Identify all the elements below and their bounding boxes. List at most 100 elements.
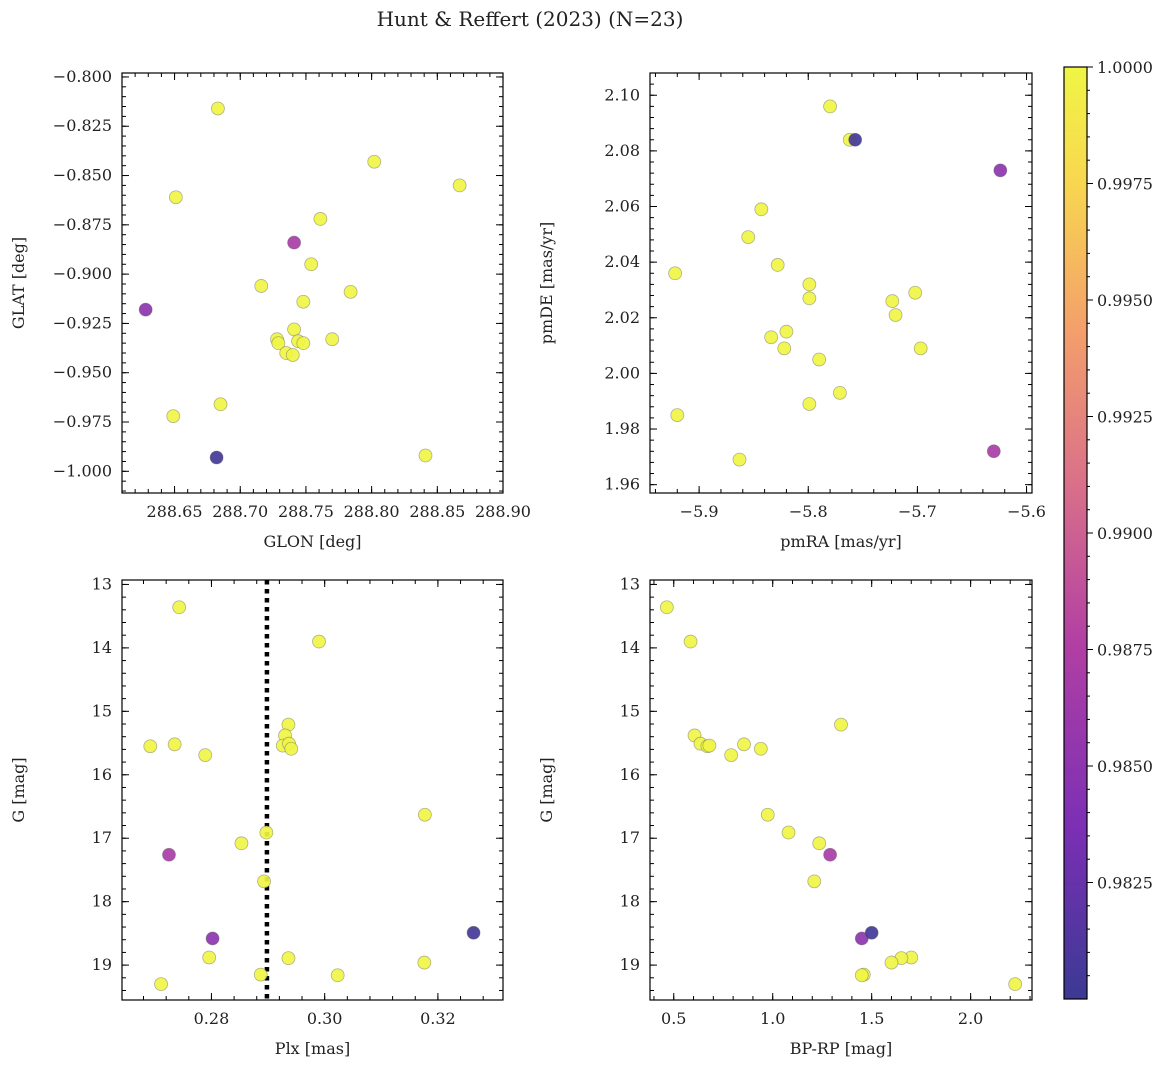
data-point [167, 737, 182, 752]
y-tick-label: 17 [620, 828, 640, 847]
data-point [833, 385, 847, 400]
data-point [888, 308, 903, 322]
colorbar-tick-label: 0.9850 [1097, 757, 1153, 776]
data-point [760, 807, 775, 822]
data-point [287, 235, 302, 250]
y-tick-label: −0.875 [53, 215, 112, 234]
colorbar-tick-label: 0.9875 [1097, 641, 1153, 660]
x-tick-label: 1.5 [859, 1009, 884, 1028]
data-point [777, 341, 792, 356]
data-point [254, 279, 269, 293]
data-point [312, 634, 326, 649]
data-point [166, 409, 181, 423]
plot-frame [121, 579, 504, 1001]
data-point [1008, 977, 1023, 992]
data-point [812, 836, 827, 851]
data-point [854, 968, 869, 983]
y-tick-label: 19 [620, 955, 640, 974]
x-tick-label: 288.70 [212, 502, 268, 521]
data-point [367, 154, 382, 169]
y-tick-label: −0.925 [53, 313, 112, 332]
x-tick-label: −5.8 [789, 502, 828, 521]
y-tick-label: 14 [620, 638, 640, 657]
x-tick-label: −5.9 [680, 502, 719, 521]
x-tick-label: −5.6 [1007, 502, 1046, 521]
data-point [668, 266, 683, 281]
x-tick-label: 2.0 [958, 1009, 983, 1028]
y-tick-label: 2.00 [604, 363, 640, 382]
data-point [452, 178, 467, 193]
y-tick-label: 17 [92, 828, 112, 847]
colorbar-gradient [1063, 66, 1088, 1000]
data-point [823, 99, 837, 114]
data-point [753, 741, 768, 756]
data-point [198, 748, 213, 763]
x-axis-label: GLON [deg] [263, 532, 361, 551]
y-tick-label: 13 [92, 574, 112, 593]
data-point [418, 448, 433, 463]
data-point [213, 397, 228, 412]
data-point [908, 285, 923, 300]
y-tick-label: −0.800 [53, 67, 112, 86]
data-point [202, 950, 217, 965]
data-point [986, 444, 1001, 459]
data-point [885, 294, 900, 308]
y-tick-label: 19 [92, 955, 112, 974]
y-axis-label: G [mag] [537, 757, 556, 822]
data-point [848, 132, 863, 147]
data-point [271, 336, 286, 351]
y-tick-label: 1.98 [604, 419, 640, 438]
data-point [296, 294, 311, 309]
data-point [325, 332, 340, 347]
x-tick-label: 288.65 [147, 502, 203, 521]
data-point [205, 931, 220, 946]
x-axis-label: BP-RP [mag] [790, 1039, 892, 1058]
plot-frame [649, 579, 1033, 1001]
data-point [287, 322, 302, 337]
data-point [313, 212, 328, 226]
data-point [802, 397, 817, 411]
y-tick-label: 2.10 [604, 85, 640, 104]
x-tick-label: 288.75 [278, 502, 334, 521]
y-tick-label: 2.08 [604, 141, 640, 160]
data-point [259, 825, 274, 840]
data-point [779, 324, 794, 339]
colorbar: 1.0000 0.9975 0.9950 0.9925 0.9900 0.9875 0.98… [1063, 58, 1153, 1000]
y-axis-label: G [mag] [9, 757, 28, 822]
chart-pmra-pmde: −5.9 −5.8 −5.7 −5.6 1.96 1.98 2.00 2.02 2.04 2.06… [537, 72, 1046, 551]
data-point [732, 452, 747, 467]
data-point [168, 190, 183, 205]
data-point [281, 951, 296, 966]
y-tick-label: −0.850 [53, 166, 112, 185]
data-point [802, 291, 817, 306]
data-point [343, 284, 358, 299]
data-point [683, 634, 698, 649]
x-tick-label: 1.0 [760, 1009, 785, 1028]
plot-frame [649, 72, 1033, 494]
data-point [770, 258, 785, 272]
data-point [466, 925, 481, 940]
y-tick-label: −1.000 [53, 461, 112, 480]
y-tick-label: 16 [620, 765, 640, 784]
y-tick-label: 16 [92, 765, 112, 784]
data-point [864, 925, 879, 940]
colorbar-tick-label: 0.9900 [1097, 524, 1153, 543]
data-point [659, 600, 674, 615]
data-point [172, 600, 187, 615]
data-point [741, 230, 756, 245]
chart-bprp-g: 0.5 1.0 1.5 2.0 13 14 15 16 17 18 19 BP-RP [mag] G [… [537, 574, 1033, 1058]
data-point [913, 341, 928, 356]
data-point [823, 847, 838, 862]
data-point [162, 847, 176, 862]
data-point [834, 717, 848, 732]
data-point [781, 825, 796, 840]
x-tick-label: 0.30 [307, 1009, 343, 1028]
y-tick-label: 2.06 [604, 197, 640, 216]
x-tick-label: 0.28 [194, 1009, 230, 1028]
data-point [854, 931, 869, 946]
data-point [724, 748, 739, 763]
y-tick-label: 2.02 [604, 308, 640, 327]
data-point [670, 408, 685, 423]
y-axis-label: pmDE [mas/yr] [537, 222, 556, 345]
